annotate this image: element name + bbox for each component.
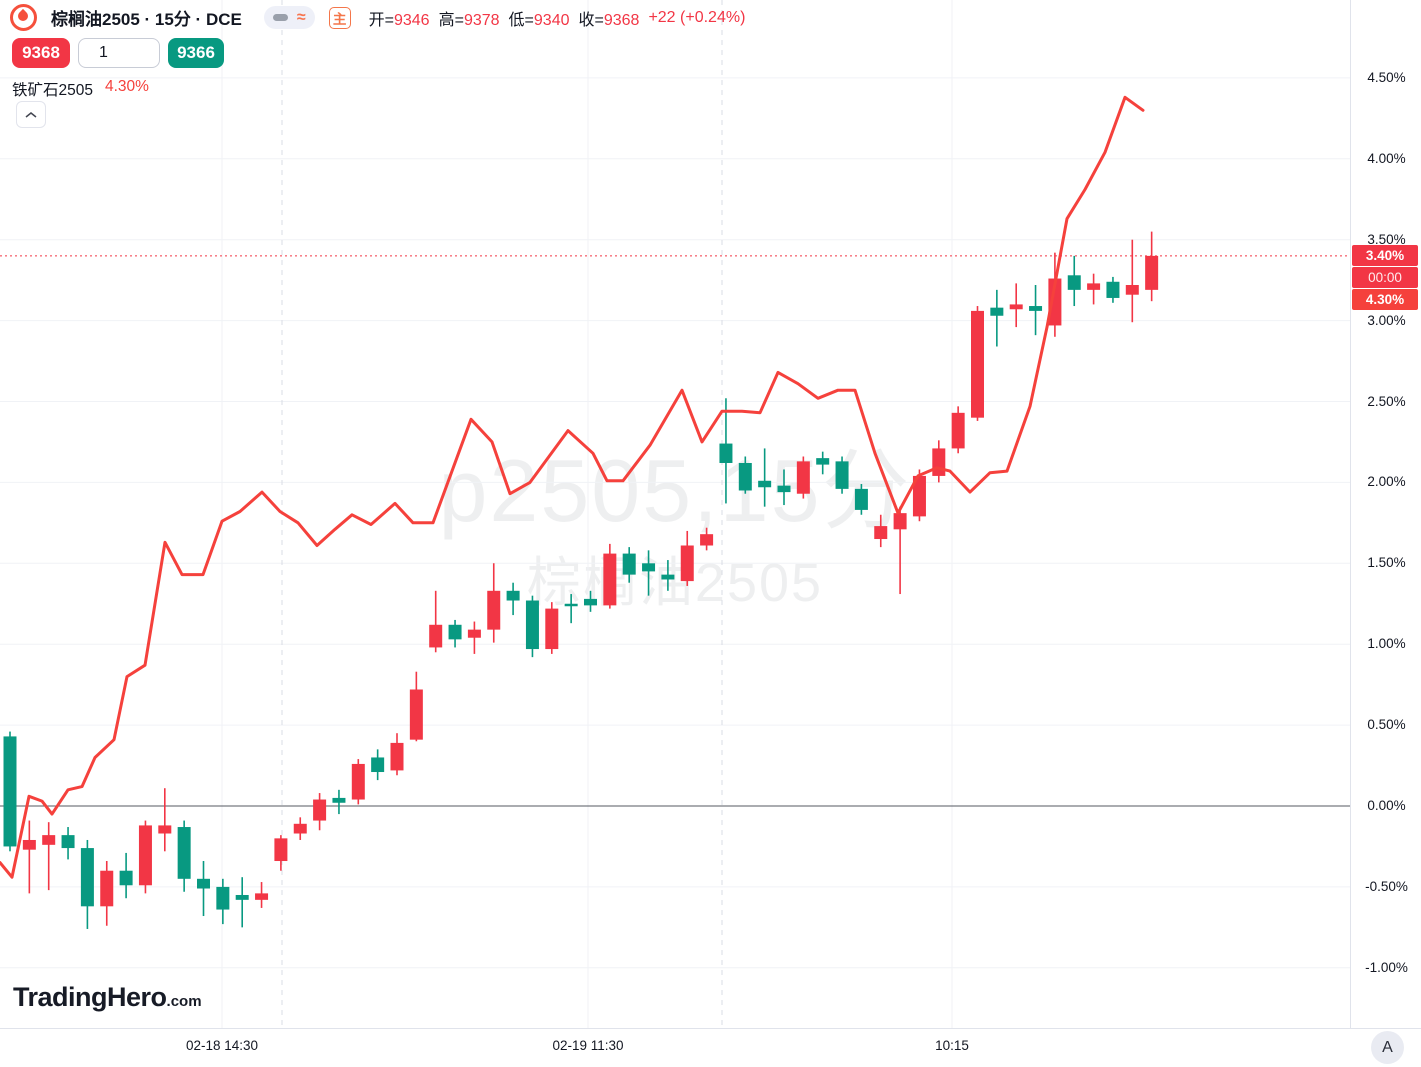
price-axis-label: 2.00%	[1367, 474, 1406, 490]
high-label: 高=	[438, 11, 464, 29]
close-label: 收=	[578, 11, 604, 29]
auto-scale-button[interactable]: A	[1371, 1031, 1404, 1064]
price-axis-label: 4.50%	[1367, 69, 1406, 85]
candlestick-chart[interactable]	[0, 0, 1350, 1028]
price-axis-label: 4.00%	[1367, 150, 1406, 166]
sell-price-button[interactable]: 9368	[12, 38, 70, 68]
time-axis-label: 02-18 14:30	[185, 1038, 259, 1053]
close-value: 9368	[603, 11, 640, 29]
main-contract-icon[interactable]: 主	[328, 6, 351, 29]
chart-header: 棕榈油2505 · 15分 · DCE ≈ 主 开=9346 高=9378 低=…	[10, 4, 745, 31]
ohlc-readout: 开=9346 高=9378 低=9340 收=9368 +22 (+0.24%)	[369, 6, 746, 30]
overlay-symbol-name: 铁矿石2505	[12, 82, 93, 99]
price-axis-label: 3.00%	[1367, 312, 1406, 328]
change-value: +22 (+0.24%)	[648, 8, 746, 26]
low-value: 9340	[533, 11, 570, 29]
symbol-title[interactable]: 棕榈油2505 · 15分 · DCE	[51, 10, 242, 29]
price-axis-label: -1.00%	[1365, 959, 1408, 975]
price-axis-label: 2.50%	[1367, 393, 1406, 409]
last-price-badge: 3.40%	[1352, 245, 1418, 267]
overlay-change-value: 4.30%	[104, 78, 149, 95]
time-axis[interactable]: 02-18 14:30 02-19 11:30 10:15	[0, 1028, 1421, 1067]
symbol-logo-icon	[10, 4, 37, 31]
collapse-panel-button[interactable]	[16, 101, 46, 128]
countdown-badge: 00:00	[1352, 267, 1418, 289]
open-label: 开=	[368, 11, 394, 29]
minus-icon[interactable]	[272, 14, 288, 21]
overlay-value-badge: 4.30%	[1352, 289, 1418, 311]
high-value: 9378	[463, 11, 500, 29]
price-axis-label: 1.50%	[1367, 555, 1406, 571]
price-axis-label: 0.50%	[1367, 717, 1406, 733]
quick-trade-bar: 9368 9366	[12, 38, 224, 68]
brand-logo: TradingHero .com	[13, 982, 202, 1013]
price-axis[interactable]: 4.50% 4.00% 3.50% 3.00% 2.50% 2.00% 1.50% 1.00%…	[1350, 0, 1421, 1028]
price-axis-label: 0.00%	[1367, 798, 1406, 813]
wave-icon[interactable]: ≈	[296, 8, 306, 26]
buy-price-button[interactable]: 9366	[168, 38, 224, 68]
time-axis-label: 02-19 11:30	[552, 1038, 624, 1053]
price-axis-label: -0.50%	[1365, 878, 1408, 894]
overlay-legend[interactable]: 铁矿石2505 4.30%	[12, 78, 149, 100]
price-axis-label: 3.50%	[1367, 231, 1406, 247]
open-value: 9346	[393, 11, 430, 29]
brand-name: TradingHero	[13, 982, 167, 1012]
time-axis-label: 10:15	[935, 1038, 969, 1053]
low-label: 低=	[508, 11, 534, 29]
chart-style-toggle[interactable]: ≈	[263, 6, 315, 29]
chevron-up-icon	[25, 111, 37, 118]
chart-plot-area[interactable]: p2505,15分 棕榈油2505	[0, 0, 1350, 1028]
price-axis-label: 1.00%	[1367, 636, 1406, 652]
quantity-input[interactable]	[78, 38, 160, 68]
brand-tld: .com	[166, 993, 202, 1010]
